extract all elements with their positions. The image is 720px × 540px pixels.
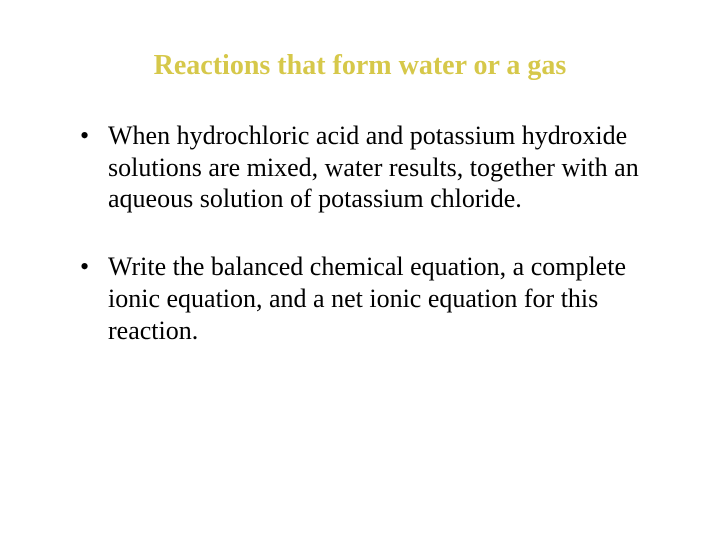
slide-title: Reactions that form water or a gas (60, 50, 660, 82)
list-item: Write the balanced chemical equation, a … (80, 251, 660, 346)
slide: Reactions that form water or a gas When … (0, 0, 720, 540)
list-item: When hydrochloric acid and potassium hyd… (80, 120, 660, 215)
bullet-list: When hydrochloric acid and potassium hyd… (60, 120, 660, 346)
